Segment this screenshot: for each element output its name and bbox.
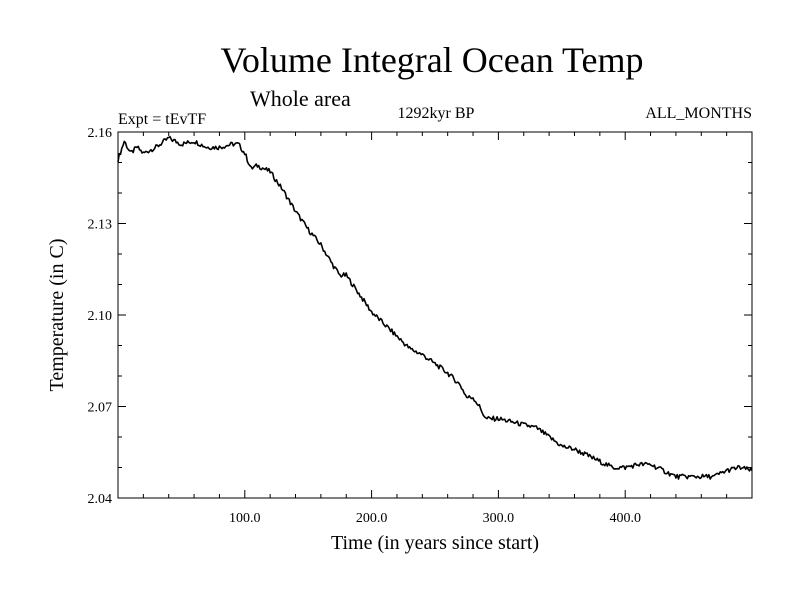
plot-frame xyxy=(117,131,753,499)
chart-subtitle: Whole area xyxy=(250,86,351,111)
x-axis: 100.0 200.0 300.0 400.0 xyxy=(142,132,728,526)
x-tick-label: 200.0 xyxy=(356,511,388,526)
y-axis-label: Temperature (in C) xyxy=(46,239,68,392)
y-tick-label: 2.10 xyxy=(88,309,113,324)
x-axis-label: Time (in years since start) xyxy=(331,532,539,554)
months-label: ALL_MONTHS xyxy=(645,105,752,122)
y-tick-label: 2.16 xyxy=(88,126,113,141)
y-tick-label: 2.13 xyxy=(88,218,113,233)
y-axis: 2.04 2.07 2.10 2.13 2.16 xyxy=(88,126,752,507)
period-label: 1292kyr BP xyxy=(398,105,475,122)
y-tick-label: 2.07 xyxy=(88,401,113,416)
x-tick-label: 300.0 xyxy=(483,511,515,526)
chart-title: Volume Integral Ocean Temp xyxy=(220,40,643,80)
experiment-label: Expt = tEvTF xyxy=(118,111,206,128)
temperature-series-line xyxy=(117,135,753,480)
y-tick-label: 2.04 xyxy=(88,492,113,507)
x-tick-label: 100.0 xyxy=(229,511,261,526)
x-tick-label: 400.0 xyxy=(609,511,641,526)
